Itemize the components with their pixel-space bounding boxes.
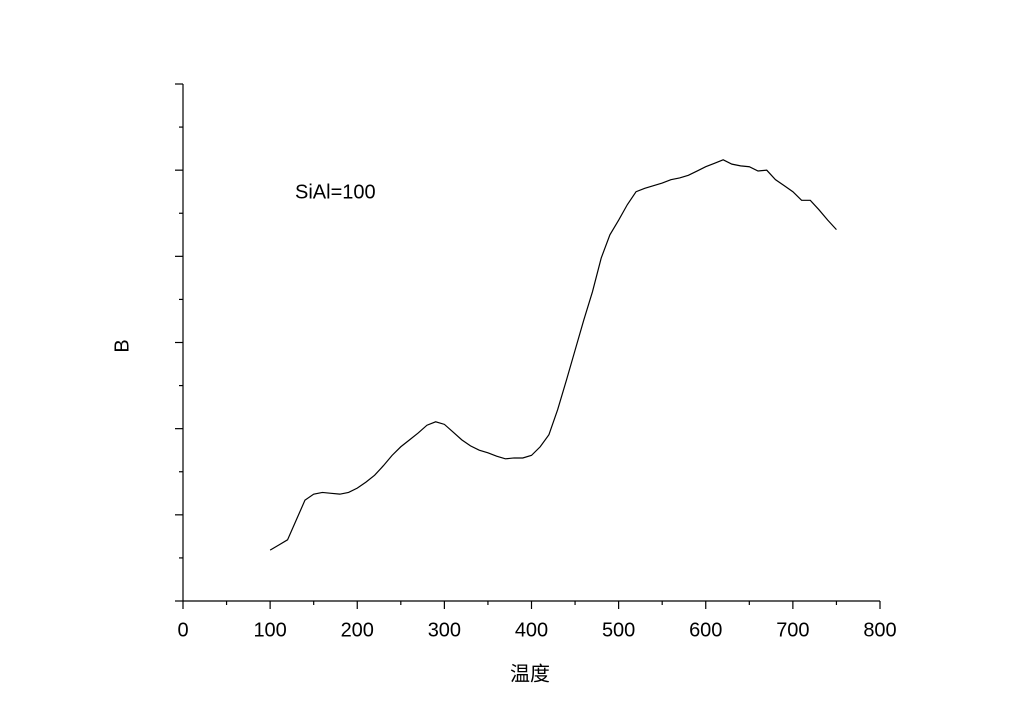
x-tick-label: 400 (515, 619, 548, 641)
annotation: SiAl=100 (295, 181, 376, 203)
x-axis-label: 温度 (510, 662, 550, 686)
data-line (269, 159, 837, 551)
x-tick-label: 700 (776, 619, 809, 641)
x-tick-label: 100 (253, 619, 286, 641)
x-tick-label: 600 (689, 619, 722, 641)
x-tick-label: 200 (341, 619, 374, 641)
x-tick-label: 300 (428, 619, 461, 641)
y-axis-label: B (111, 339, 133, 352)
x-tick-label: 0 (177, 619, 188, 641)
x-tick-label: 500 (602, 619, 635, 641)
x-tick-label: 800 (863, 619, 896, 641)
